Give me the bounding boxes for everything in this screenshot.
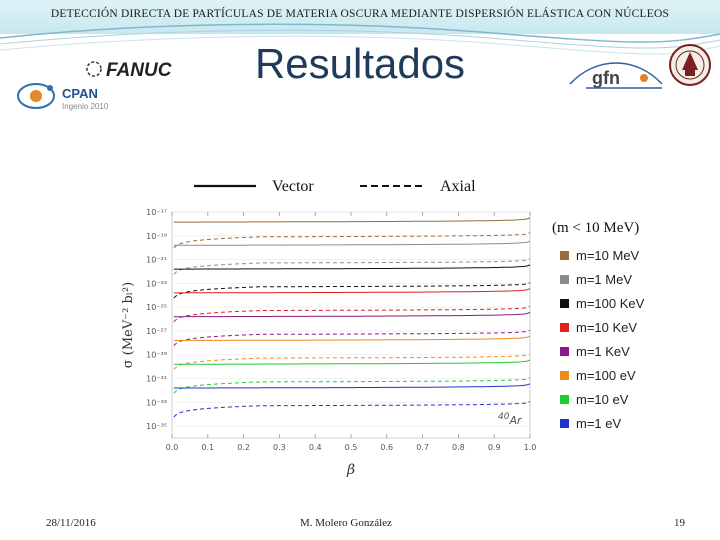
mass-legend-title: (m < 10 MeV) [552,220,640,236]
cpan-logo-text: CPAN [62,86,98,101]
header-wave-decoration [0,23,720,55]
y-tick-label: 10⁻²⁷ [146,327,167,336]
y-tick-label: 10⁻²⁵ [146,303,167,312]
x-tick-label: 0.5 [345,443,358,452]
vector-curve [173,383,531,389]
legend-label: m=1 eV [576,415,622,431]
y-axis-label: σ (MeV⁻² bₗ²) [121,282,136,368]
cross-section-plot: 10⁻¹⁷ 10⁻¹⁹ 10⁻²¹ 10⁻²³ 10⁻²⁵ 10⁻²⁷ 10⁻²⁹ 10⁻³¹… [121,208,537,478]
vector-curve [173,264,531,270]
y-tick-label: 10⁻²¹ [146,256,167,265]
vector-curve [173,335,531,341]
legend-label: m=10 eV [576,391,629,407]
isotope-symbol: Ar [508,414,523,427]
x-tick-label: 1.0 [524,443,537,452]
mass-legend-item: m=10 eV [560,390,628,408]
y-tick-label: 10⁻³³ [146,398,167,407]
vector-curve [173,311,531,318]
vector-legend-label: Vector [272,178,314,195]
x-tick-label: 0.6 [380,443,393,452]
mass-legend-item: m=10 MeV [560,246,639,264]
vector-curve [173,359,531,365]
fanuc-logo: FANUC [84,55,176,83]
axial-legend-label: Axial [440,178,476,195]
y-tick-label: 10⁻²³ [146,279,167,288]
plot-frame [171,211,531,439]
cpan-logo: CPAN Ingenio 2010 [14,78,124,114]
legend-swatch [560,298,569,308]
legend-swatch [560,394,569,404]
x-tick-label: 0.2 [237,443,250,452]
university-seal-logo [668,40,712,90]
legend-label: m=1 MeV [576,271,632,287]
legend-label: m=10 KeV [576,319,638,335]
mass-legend-item: m=1 eV [560,414,621,432]
y-tick-label: 10⁻³¹ [146,375,167,384]
mass-legend-item: m=100 KeV [560,294,644,312]
legend-label: m=100 eV [576,367,636,383]
mass-legend-item: m=1 KeV [560,342,630,360]
x-tick-label: 0.1 [201,443,214,452]
isotope-mass-number: 40 [498,412,510,422]
x-tick-label: 0.4 [309,443,322,452]
legend-swatch [560,250,569,260]
y-tick-label: 10⁻¹⁹ [146,232,167,241]
legend-swatch [560,346,569,356]
legend-label: m=100 KeV [576,295,645,311]
legend-swatch [560,274,569,284]
legend-label: m=1 KeV [576,343,630,359]
legend-swatch [560,322,569,332]
vector-curve [173,240,531,246]
vector-style-line [194,184,256,188]
x-tick-label: 0.7 [416,443,429,452]
slide-title: Resultados [254,40,466,87]
gfn-logo: gfn [566,54,666,94]
fanuc-logo-text: FANUC [106,60,172,81]
y-tick-label: 10⁻²⁹ [146,351,167,360]
deck-title: DETECCIÓN DIRECTA DE PARTÍCULAS DE MATER… [50,8,670,20]
x-tick-label: 0.3 [273,443,286,452]
y-tick-label: 10⁻³⁵ [146,422,167,431]
footer-author: M. Molero González [300,517,392,529]
page-number: 19 [674,517,685,529]
x-axis-label: β [346,462,355,478]
isotope-annotation: 40Ar [498,412,523,427]
x-tick-label: 0.8 [452,443,465,452]
legend-swatch [560,370,569,380]
x-tick-label: 0.0 [166,443,179,452]
vector-curve [173,217,531,223]
y-tick-label: 10⁻¹⁷ [146,208,167,217]
axial-style-line [360,185,422,187]
cpan-logo-subtext: Ingenio 2010 [62,102,109,111]
x-tick-label: 0.9 [488,443,501,452]
footer-date: 28/11/2016 [46,517,96,529]
mass-legend-item: m=10 KeV [560,318,637,336]
mass-legend-item: m=1 MeV [560,270,632,288]
gfn-logo-text: gfn [592,68,620,88]
vector-curve [173,288,531,294]
legend-swatch [560,418,569,428]
mass-legend-item: m=100 eV [560,366,636,384]
legend-label: m=10 MeV [576,247,640,263]
